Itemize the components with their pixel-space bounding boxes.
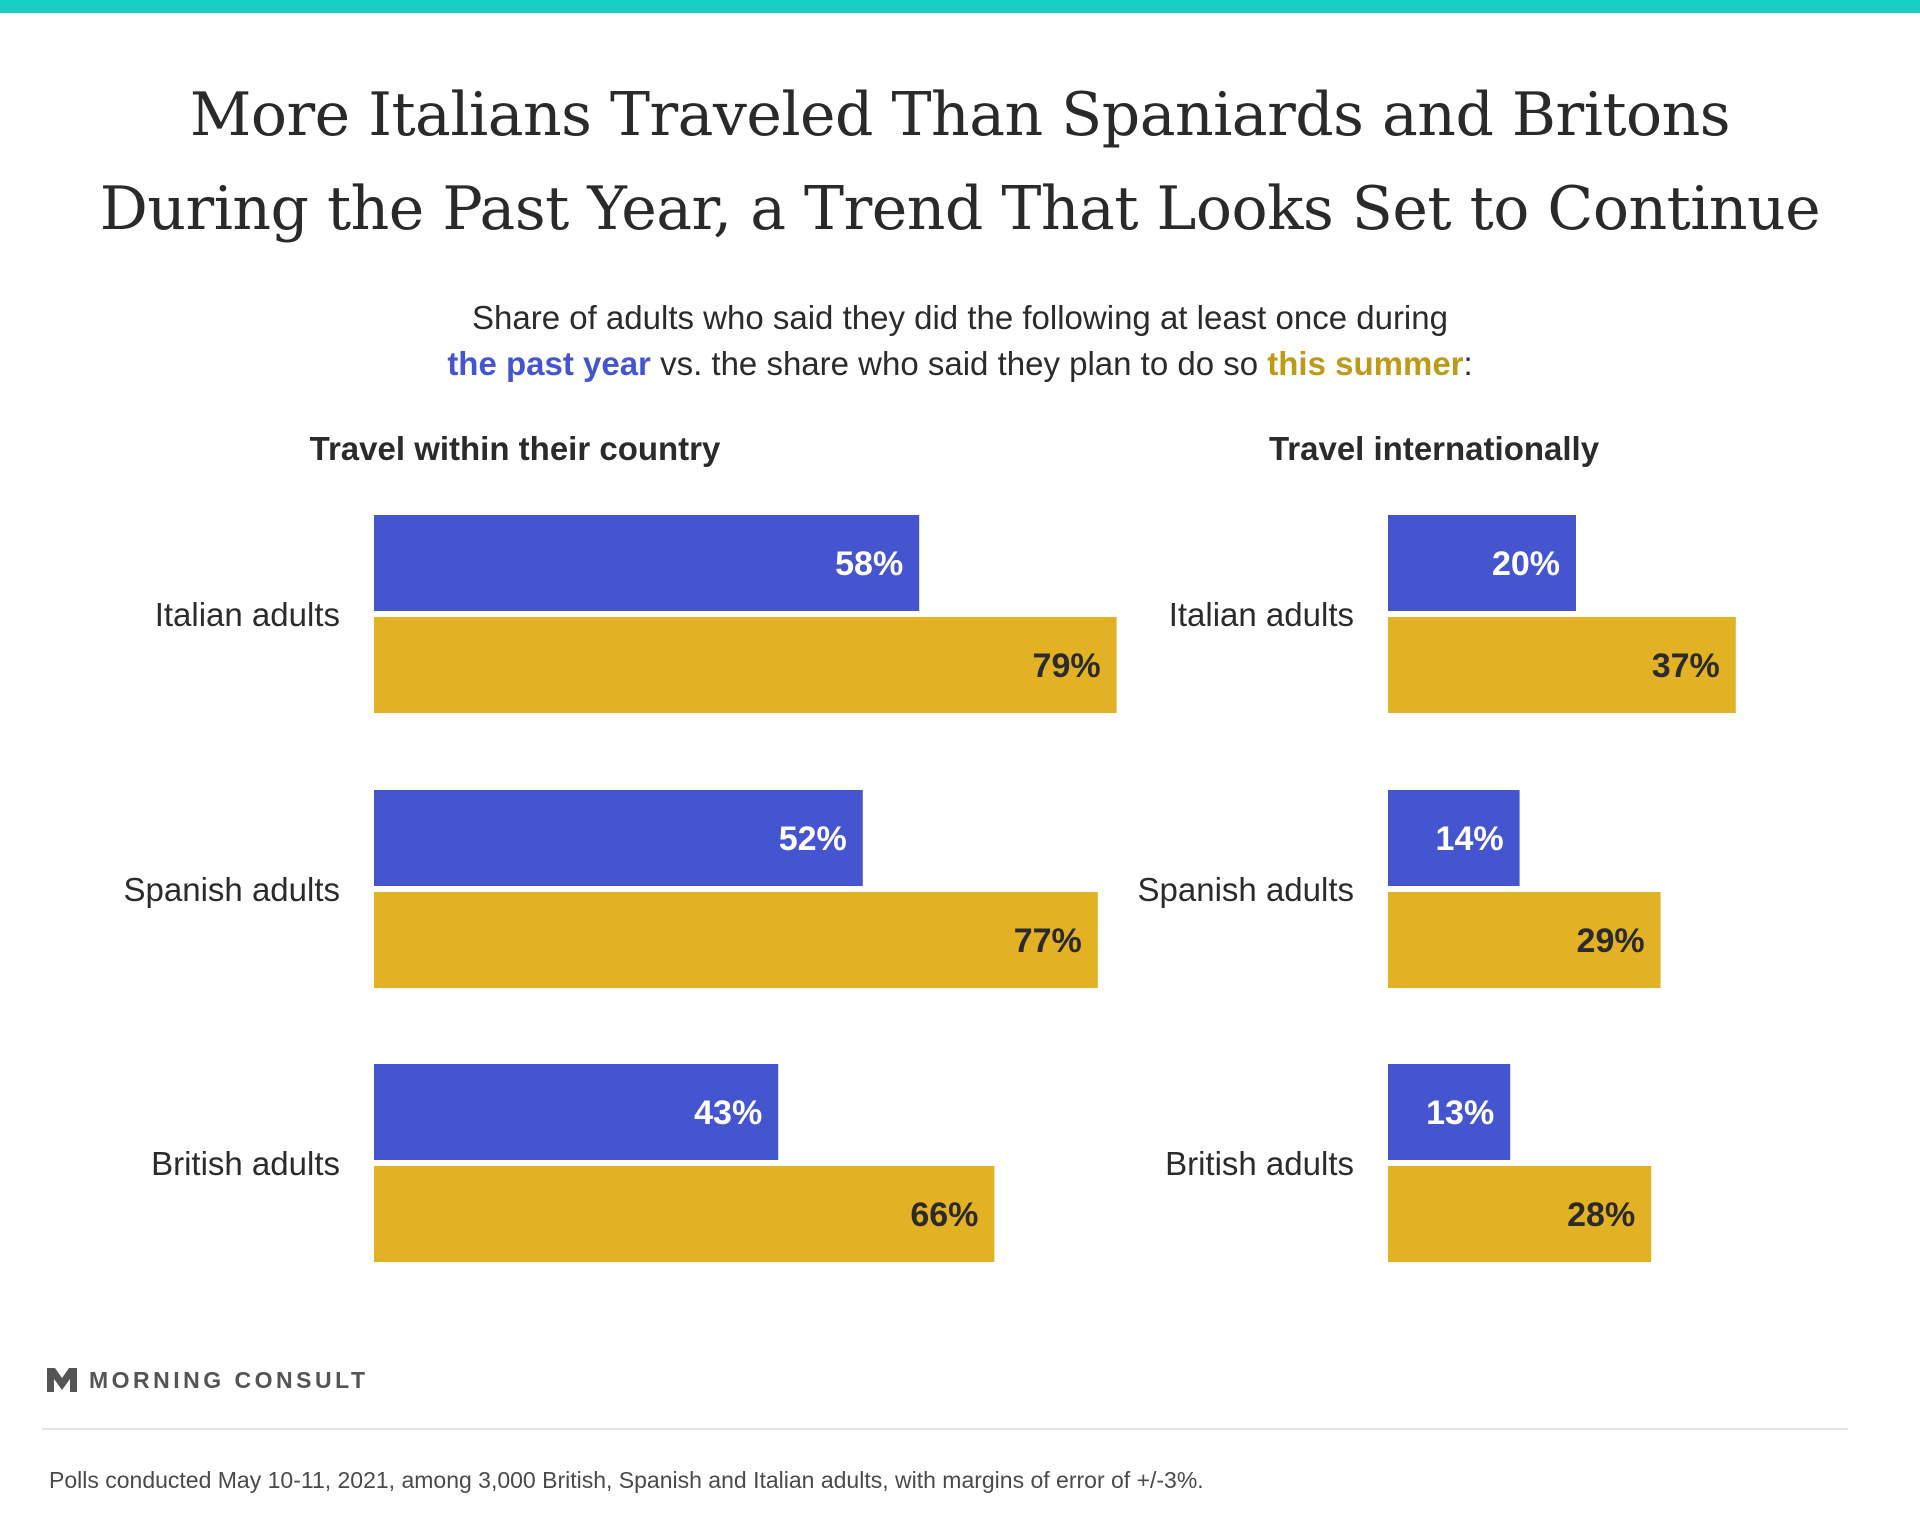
bar-value-label: 28% xyxy=(1567,1196,1635,1234)
bar-past-year xyxy=(1388,1064,1511,1160)
panel-title-international: Travel internationally xyxy=(1268,430,1600,467)
bar-value-label: 13% xyxy=(1426,1094,1494,1132)
category-label: Italian adults xyxy=(1169,596,1354,633)
bar-value-label: 79% xyxy=(1033,647,1101,685)
bar-this-summer xyxy=(374,1166,995,1262)
bar-value-label: 43% xyxy=(694,1094,762,1132)
footer-divider xyxy=(42,1428,1848,1430)
bar-value-label: 37% xyxy=(1652,647,1720,685)
bar-past-year xyxy=(1388,790,1520,886)
chart-title: More Italians Traveled Than Spaniards an… xyxy=(0,68,1920,256)
bar-value-label: 58% xyxy=(835,545,903,583)
subtitle-past-year-highlight: the past year xyxy=(447,345,651,382)
category-label: Italian adults xyxy=(155,596,340,633)
subtitle-middle-text: vs. the share who said they plan to do s… xyxy=(650,345,1268,382)
category-label: Spanish adults xyxy=(124,871,340,908)
bar-charts: Italian adults 58% 79% Spanish adults 52% 77%… xyxy=(124,515,1736,1262)
bar-this-summer xyxy=(1388,617,1736,713)
bar-this-summer xyxy=(1388,1166,1652,1262)
category-label: British adults xyxy=(1165,1145,1354,1182)
category-label: Spanish adults xyxy=(1138,871,1354,908)
footer-note: Polls conducted May 10-11, 2021, among 3… xyxy=(49,1467,1204,1493)
bar-value-label: 52% xyxy=(779,820,847,858)
bar-this-summer xyxy=(374,892,1098,988)
bar-past-year xyxy=(374,790,863,886)
morning-consult-mark-icon xyxy=(47,1368,77,1392)
subtitle-line-1: Share of adults who said they did the fo… xyxy=(472,299,1448,336)
subtitle-line-2: the past year vs. the share who said the… xyxy=(0,341,1920,387)
bar-past-year xyxy=(1388,515,1576,611)
panel-title-domestic: Travel within their country xyxy=(309,430,721,467)
chart-title-line-1: More Italians Traveled Than Spaniards an… xyxy=(189,80,1731,150)
morning-consult-logo: MORNING CONSULT xyxy=(47,1362,369,1398)
bar-this-summer xyxy=(1388,892,1661,988)
bar-value-label: 29% xyxy=(1577,922,1645,960)
bar-past-year xyxy=(374,515,920,611)
subtitle-end-text: : xyxy=(1463,345,1473,382)
chart-title-line-2: During the Past Year, a Trend That Looks… xyxy=(99,174,1821,244)
bar-value-label: 66% xyxy=(910,1196,978,1234)
top-accent-bar xyxy=(0,0,1920,13)
bar-value-label: 77% xyxy=(1014,922,1082,960)
chart-subtitle: Share of adults who said they did the fo… xyxy=(0,295,1920,387)
bar-past-year xyxy=(374,1064,779,1160)
subtitle-this-summer-highlight: this summer xyxy=(1267,345,1464,382)
logo-text: MORNING CONSULT xyxy=(89,1366,369,1393)
category-label: British adults xyxy=(151,1145,340,1182)
bar-value-label: 20% xyxy=(1492,545,1560,583)
bar-this-summer xyxy=(374,617,1117,713)
bar-value-label: 14% xyxy=(1436,820,1504,858)
